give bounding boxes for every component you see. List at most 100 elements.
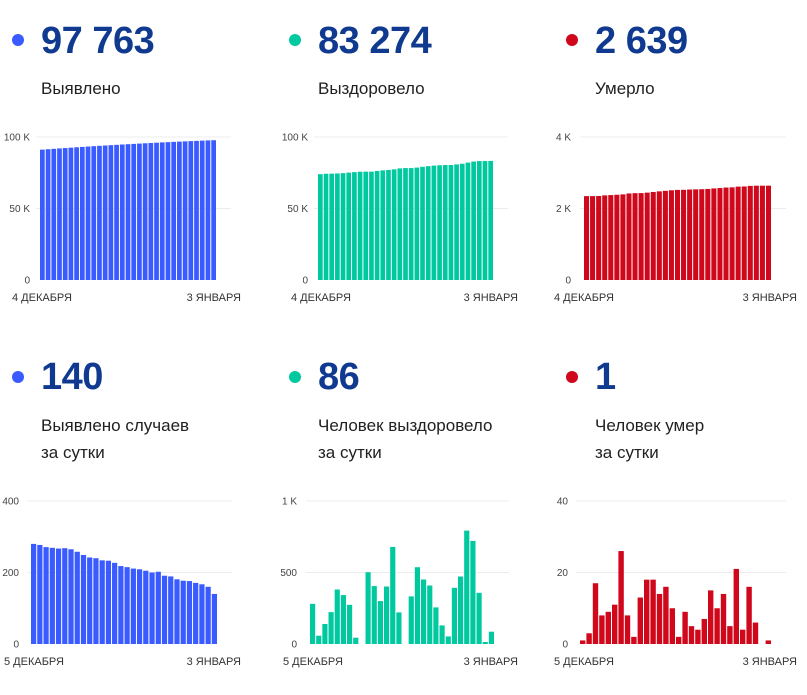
bar	[448, 164, 454, 280]
bar	[431, 165, 437, 280]
bar	[747, 185, 753, 280]
bar	[459, 163, 465, 280]
bar	[759, 185, 765, 280]
bar	[186, 581, 193, 644]
bar	[458, 576, 464, 644]
bar	[482, 161, 488, 280]
bar	[155, 571, 161, 644]
label-line: Умерло	[595, 79, 655, 98]
bar	[602, 195, 608, 280]
bar	[205, 586, 211, 644]
bar	[414, 567, 420, 644]
bar	[701, 618, 707, 644]
bar	[335, 173, 340, 280]
bar	[171, 141, 177, 280]
bar	[371, 586, 377, 644]
bar	[377, 601, 383, 644]
total-recovered-value: 83 274	[318, 20, 432, 62]
bar	[149, 572, 155, 644]
deaths-legend-dot-icon	[566, 34, 578, 46]
bar	[57, 148, 62, 280]
total-cases-value: 97 763	[41, 20, 155, 62]
bar	[695, 629, 701, 644]
bar	[323, 173, 329, 280]
daily-deaths-label: Человек умер за сутки	[595, 412, 704, 466]
bar	[590, 196, 596, 280]
bar	[624, 615, 631, 644]
bar	[705, 188, 711, 280]
bar	[329, 173, 335, 280]
x-start-label: 4 ДЕКАБРЯ	[12, 292, 72, 304]
bar	[159, 142, 165, 280]
bar	[656, 191, 662, 280]
bar	[85, 146, 91, 280]
chart-daily-recovered: 0 500 1 K 5 ДЕКАБРЯ 3 ЯНВАРЯ	[280, 497, 518, 669]
bar	[650, 191, 656, 280]
x-start-label: 5 ДЕКАБРЯ	[4, 656, 64, 668]
x-end-label: 3 ЯНВАРЯ	[464, 292, 518, 304]
bar	[708, 590, 714, 645]
x-end-label: 3 ЯНВАРЯ	[464, 656, 518, 668]
label-line: Человек выздоровело	[318, 416, 493, 435]
bar	[476, 592, 482, 644]
bar	[125, 144, 131, 280]
y-tick-label: 4 K	[556, 133, 571, 144]
bar	[437, 165, 442, 280]
label-line: за сутки	[595, 443, 659, 462]
panel-total-deaths: 2 639 Умерло 0 2 K 4 K 4 ДЕКАБРЯ 3 ЯНВАРЯ	[554, 0, 807, 340]
bar	[352, 172, 357, 280]
recovered-legend-dot-icon	[289, 371, 301, 383]
bar	[676, 636, 682, 644]
bar	[119, 144, 125, 280]
bar	[720, 593, 727, 644]
x-start-label: 5 ДЕКАБРЯ	[283, 656, 343, 668]
y-tick-label: 0	[13, 640, 19, 651]
panel-daily-deaths: 1 Человек умер за сутки 0 20 40 5 ДЕКАБРЯ 3 …	[554, 355, 807, 695]
bar	[656, 593, 663, 644]
chart-daily-deaths: 0 20 40 5 ДЕКАБРЯ 3 ЯНВАРЯ	[554, 497, 797, 669]
bar	[465, 162, 471, 280]
bar	[93, 558, 99, 644]
x-end-label: 3 ЯНВАРЯ	[187, 656, 241, 668]
y-tick-label: 0	[302, 276, 308, 287]
bar	[380, 170, 386, 280]
x-start-label: 4 ДЕКАБРЯ	[554, 292, 614, 304]
bar	[681, 189, 687, 280]
bar	[130, 568, 136, 644]
bar	[165, 142, 171, 280]
bar	[199, 584, 205, 644]
bar	[68, 147, 74, 280]
bar	[148, 142, 154, 280]
y-tick-label: 20	[557, 568, 569, 579]
bar	[114, 144, 119, 280]
bar	[334, 589, 340, 644]
bar	[62, 548, 68, 644]
bar	[445, 636, 451, 644]
y-tick-label: 1 K	[282, 497, 297, 508]
bar	[384, 586, 390, 644]
label-line: Выявлено	[41, 79, 121, 98]
bar	[322, 623, 328, 644]
bar	[620, 194, 626, 280]
bar	[51, 148, 57, 280]
bar	[154, 142, 159, 280]
y-tick-label: 2 K	[556, 204, 571, 215]
bar	[328, 612, 334, 644]
bar	[663, 586, 669, 644]
bar	[687, 189, 693, 280]
bar	[37, 544, 43, 644]
bar	[618, 551, 624, 644]
bar	[420, 166, 425, 280]
bar	[369, 171, 374, 280]
chart-total-recovered: 0 50 K 100 K 4 ДЕКАБРЯ 3 ЯНВАРЯ	[282, 133, 518, 305]
bar	[727, 626, 733, 645]
bar	[599, 615, 605, 644]
y-tick-label: 100 K	[282, 133, 308, 144]
bar	[592, 583, 599, 644]
bar	[193, 582, 199, 644]
bar	[451, 587, 457, 644]
y-tick-label: 40	[557, 497, 569, 508]
bar	[340, 173, 346, 280]
daily-cases-label: Выявлено случаев за сутки	[41, 412, 189, 466]
bar	[753, 185, 759, 280]
